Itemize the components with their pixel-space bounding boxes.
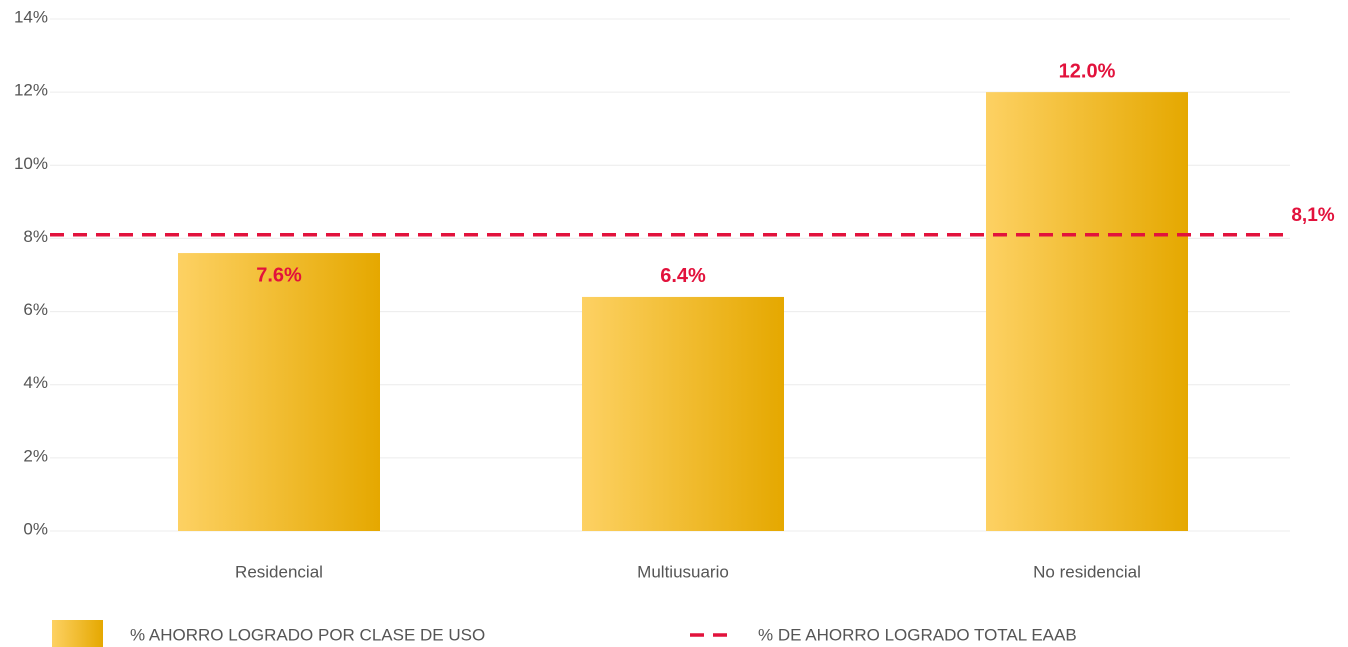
bar (986, 92, 1188, 532)
reference-label: 8,1% (1291, 205, 1334, 226)
y-tick-label: 0% (23, 519, 48, 538)
bar (582, 296, 784, 531)
value-label: 6.4% (660, 265, 706, 287)
y-tick-label: 6% (23, 300, 48, 319)
x-tick-label: Multiusuario (637, 562, 729, 581)
bar (178, 253, 380, 532)
value-label: 7.6% (256, 264, 302, 286)
y-tick-label: 2% (23, 446, 48, 465)
y-tick-label: 12% (14, 81, 48, 100)
y-tick-label: 4% (23, 373, 48, 392)
legend-swatch (52, 620, 103, 647)
legend-label: % DE AHORRO LOGRADO TOTAL EAAB (758, 625, 1077, 644)
y-tick-label: 8% (23, 227, 48, 246)
x-tick-label: No residencial (1033, 562, 1141, 581)
x-tick-label: Residencial (235, 562, 323, 581)
y-tick-label: 10% (14, 154, 48, 173)
y-tick-label: 14% (14, 7, 48, 26)
legend-label: % AHORRO LOGRADO POR CLASE DE USO (130, 625, 485, 644)
value-label: 12.0% (1059, 60, 1116, 82)
